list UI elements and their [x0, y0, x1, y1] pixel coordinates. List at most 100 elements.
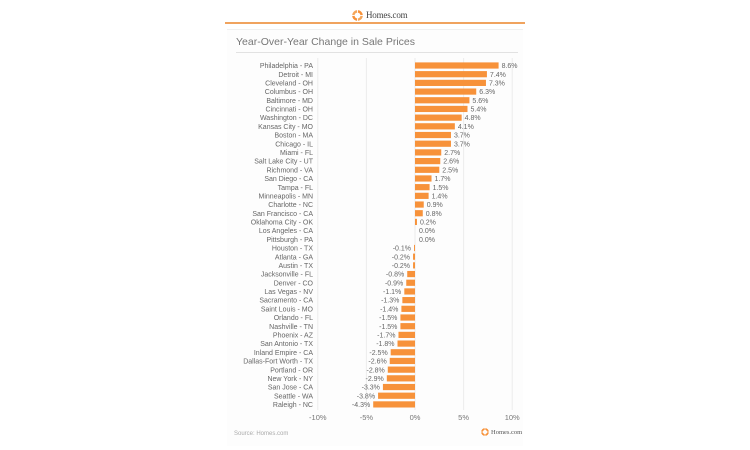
- category-label: Seattle - WA: [274, 393, 313, 400]
- x-tick-label: -5%: [360, 413, 374, 422]
- bar: [387, 366, 415, 373]
- category-label: Charlotte - NC: [268, 202, 313, 209]
- bar: [415, 201, 424, 208]
- bars: [373, 62, 499, 408]
- data-label: 0.2%: [420, 220, 436, 227]
- bar: [397, 340, 415, 347]
- data-label: 8.6%: [502, 63, 518, 70]
- category-label: Detroit - MI: [278, 72, 313, 79]
- bar: [406, 279, 415, 286]
- category-label: Saint Louis - MO: [261, 306, 314, 313]
- category-label: San Antonio - TX: [260, 341, 313, 348]
- category-label: Los Angeles - CA: [259, 228, 313, 235]
- data-label: 7.3%: [489, 80, 505, 87]
- data-label: 0.8%: [426, 211, 442, 218]
- data-label: -4.3%: [352, 402, 370, 409]
- data-label: -1.3%: [381, 298, 399, 305]
- title-divider: [236, 52, 518, 53]
- data-label: 0.0%: [419, 228, 435, 235]
- bar: [415, 192, 429, 199]
- x-tick-label: 5%: [458, 413, 469, 422]
- bar: [415, 114, 462, 121]
- bar: [404, 288, 415, 295]
- bar: [415, 97, 470, 104]
- x-tick-label: 10%: [505, 413, 520, 422]
- x-tick-label: -10%: [309, 413, 327, 422]
- category-label: Baltimore - MD: [266, 98, 313, 105]
- data-label: -3.3%: [362, 385, 380, 392]
- bar: [415, 123, 455, 130]
- bar: [407, 270, 415, 278]
- homes-logo-ring-icon: [481, 428, 489, 436]
- data-label: -0.8%: [386, 272, 404, 279]
- category-label: New York - NY: [267, 376, 313, 383]
- footer-brand-name: Homes.com: [491, 428, 523, 436]
- data-label: -1.8%: [376, 341, 394, 348]
- bar: [389, 357, 415, 365]
- category-label: Raleigh - NC: [273, 402, 313, 409]
- homes-logo-ring-icon: [352, 9, 363, 21]
- category-label: Boston - MA: [274, 133, 313, 140]
- data-label: -1.5%: [379, 315, 397, 322]
- chart-title: Year-Over-Year Change in Sale Prices: [236, 36, 415, 48]
- bar: [415, 71, 487, 78]
- category-label: Kansas City - MO: [258, 124, 313, 131]
- data-label: -2.9%: [366, 376, 384, 383]
- category-label: Tampa - FL: [278, 185, 314, 192]
- category-label: San Jose - CA: [268, 385, 313, 392]
- bar: [390, 349, 415, 356]
- bar: [415, 149, 442, 156]
- chart-panel: [227, 29, 523, 446]
- category-label: Minneapolis - MN: [259, 193, 313, 200]
- category-label: Oklahoma City - OK: [251, 220, 314, 227]
- data-label: -2.8%: [366, 367, 384, 374]
- bar: [413, 262, 415, 269]
- source-note: Source: Homes.com: [234, 431, 289, 437]
- bar: [415, 79, 486, 86]
- category-label: Denver - CO: [274, 280, 314, 287]
- category-label: Jacksonville - FL: [261, 272, 313, 279]
- data-label: -3.8%: [357, 393, 375, 400]
- x-tick-label: 0%: [410, 413, 421, 422]
- bar: [413, 253, 415, 260]
- bar: [414, 244, 415, 252]
- category-label: Nashville - TN: [269, 324, 313, 331]
- bar: [401, 305, 415, 312]
- bar: [402, 297, 415, 304]
- data-label: 1.4%: [432, 193, 448, 200]
- category-label: Orlando - FL: [274, 315, 313, 322]
- bar: [378, 392, 415, 399]
- bar: [415, 88, 477, 95]
- category-label: Philadelphia - PA: [260, 63, 314, 70]
- data-label: -1.7%: [377, 332, 395, 339]
- x-axis-ticks: -10% -5% 0% 5% 10%: [309, 413, 520, 422]
- data-labels: 8.6% 7.4%7.3% 6.3% 5.6% 5.4%4.8% 4.1% 3.7%3.7%…: [352, 63, 518, 409]
- category-label: Inland Empire - CA: [254, 350, 313, 357]
- data-label: 1.5%: [433, 185, 449, 192]
- bar: [400, 314, 415, 321]
- header-divider: [225, 22, 525, 24]
- data-label: -0.9%: [385, 280, 403, 287]
- data-label: -0.2%: [392, 254, 410, 261]
- data-label: -0.1%: [393, 246, 411, 253]
- bar: [415, 140, 451, 147]
- data-label: 4.1%: [458, 124, 474, 131]
- bar: [386, 375, 415, 382]
- category-label: Cleveland - OH: [265, 80, 313, 87]
- category-label: Austin - TX: [279, 263, 314, 270]
- data-label: 1.7%: [435, 176, 451, 183]
- bar: [400, 323, 415, 330]
- data-label: 3.7%: [454, 141, 470, 148]
- data-label: 5.6%: [472, 98, 488, 105]
- data-label: 2.7%: [444, 150, 460, 157]
- data-label: -2.6%: [368, 359, 386, 366]
- category-label: Phoenix - AZ: [273, 332, 314, 339]
- data-label: -1.5%: [379, 324, 397, 331]
- bar: [415, 62, 499, 69]
- category-label: Miami - FL: [280, 150, 313, 157]
- bar: [415, 166, 440, 173]
- bar: [415, 210, 423, 217]
- data-label: -0.2%: [392, 263, 410, 270]
- brand-name: Homes.com: [366, 10, 408, 20]
